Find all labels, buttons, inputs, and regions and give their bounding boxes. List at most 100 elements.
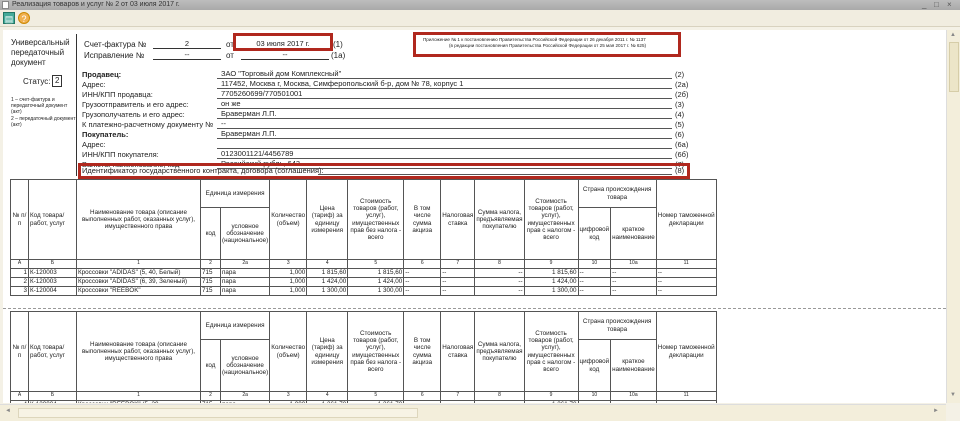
column-number: А [10,259,29,269]
column-number: Б [28,259,77,269]
table-cell: 1 424,00 [306,277,349,287]
document-view: Универсальный передаточный документ Стат… [3,30,946,403]
field-value: Браверман Л.П. [217,109,672,119]
date-highlight [233,33,333,51]
table-cell: -- [577,268,612,278]
field-label: Грузоотправитель и его адрес: [82,100,189,109]
column-number: 10а [610,391,657,401]
table-cell: Кроссовки "ADIDAS" (6, 39, Зеленый) [76,277,201,287]
column-number: 10а [610,259,657,269]
header-customs: Номер таможенной декларации [655,311,717,392]
close-button[interactable]: × [947,0,952,9]
column-number: 2а [219,259,271,269]
table-cell: -- [610,400,657,403]
correction-number: -- [153,50,221,60]
table-cell: -- [474,268,525,278]
column-number: 10 [577,259,612,269]
field-label: ИНН/КПП продавца: [82,90,153,99]
header-excise: В том числе сумма акциза [403,311,442,392]
table-row: 3 К-120004 Кроссовки "REEBOK" 715 пара 1,000 1… [10,286,717,296]
header-price: Цена (тариф) за единицу измерения [306,311,349,392]
from-label: от [226,40,234,49]
header-code: Код товара/ работ, услуг [28,311,77,392]
status-label: Статус: [23,77,51,86]
table-cell: -- [403,400,442,403]
correction-code: (1а) [331,51,346,60]
table-cell: 1 361,70 [306,400,349,403]
column-number: 9 [523,391,579,401]
table-cell: Кроссовки "REEBOK" (5, 39, [76,400,201,403]
table-cell: К-120004 [28,286,77,296]
table-cell: Кроссовки "REEBOK" [76,286,201,296]
column-number: 5 [347,391,405,401]
column-number: 8 [474,391,525,401]
field-label: К платежно-расчетному документу № [82,120,214,129]
field-code: (2) [675,70,685,79]
table-cell: -- [440,286,476,296]
column-number: 2 [200,391,221,401]
maximize-button[interactable]: □ [934,0,939,9]
field-value: он же [217,99,672,109]
field-code: (2а) [675,80,689,89]
table-cell: 1,000 [269,268,308,278]
column-number: 2 [200,259,221,269]
divider [76,34,77,176]
header-qty: Количество (объем) [269,179,308,260]
column-number: 10 [577,391,612,401]
correction-from-label: от [226,51,234,60]
field-code: (6б) [675,150,689,159]
annex-line-1: Приложение № 1 к постановлению Правитель… [423,37,646,42]
field-value: Браверман Л.П. [217,129,672,139]
annex-line-2: (в редакции постановления Правительства … [449,43,647,48]
table-cell: -- [403,277,442,287]
field-value [217,139,672,149]
help-icon[interactable]: ? [18,12,30,24]
header-price: Цена (тариф) за единицу измерения [306,179,349,260]
table-cell: 715 [200,268,221,278]
table-cell: 1 [10,268,29,278]
table-cell: -- [403,286,442,296]
header-num: № п/п [10,311,29,392]
table-cell: -- [610,286,657,296]
table-cell: 1 300,00 [306,286,349,296]
minimize-button[interactable]: _ [922,0,927,9]
table-cell: 1,000 [269,277,308,287]
table-cell: К-120003 [28,277,77,287]
column-number: 4 [306,259,349,269]
horizontal-scrollbar[interactable]: ◄ ► [0,404,946,421]
column-number: 7 [440,259,476,269]
field-label: Адрес: [82,140,106,149]
table-cell: К-120004 [28,400,77,403]
table-cell: 1 815,60 [347,268,405,278]
header-unit: Единица измерения [199,311,271,340]
header-unit-code: код [200,339,221,392]
table-cell: пара [219,400,271,403]
table-cell: 1 424,00 [347,277,405,287]
field-value: ЗАО "Торговый дом Комплексный" [217,69,672,79]
vertical-scrollbar[interactable]: ▲ ▼ [946,30,960,403]
page-break [3,308,946,309]
column-number: 2а [219,391,271,401]
contract-code: (8) [675,166,685,175]
table-cell: 1 424,00 [523,277,579,287]
contract-value [318,165,672,175]
table-cell: пара [219,268,271,278]
header-name: Наименование товара (описание выполненны… [76,311,201,392]
table-cell: -- [440,268,476,278]
print-icon[interactable]: ▤ [3,12,15,24]
field-value: 7705260699/770501001 [217,89,672,99]
field-label: Адрес: [82,80,106,89]
column-number: 7 [440,391,476,401]
correction-date: -- [241,50,329,60]
field-label: ИНН/КПП покупателя: [82,150,159,159]
table-cell: -- [655,286,717,296]
document-icon [2,1,9,9]
header-unit: Единица измерения [199,179,271,208]
column-number: 8 [474,259,525,269]
header-country-code: цифровой код [577,207,612,260]
table-cell: Кроссовки "ADIDAS" (5, 40, Белый) [76,268,201,278]
table-cell: пара [219,277,271,287]
field-value: -- [217,119,672,129]
header-tax-sum: Сумма налога, предъявляемая покупателю [474,179,525,260]
